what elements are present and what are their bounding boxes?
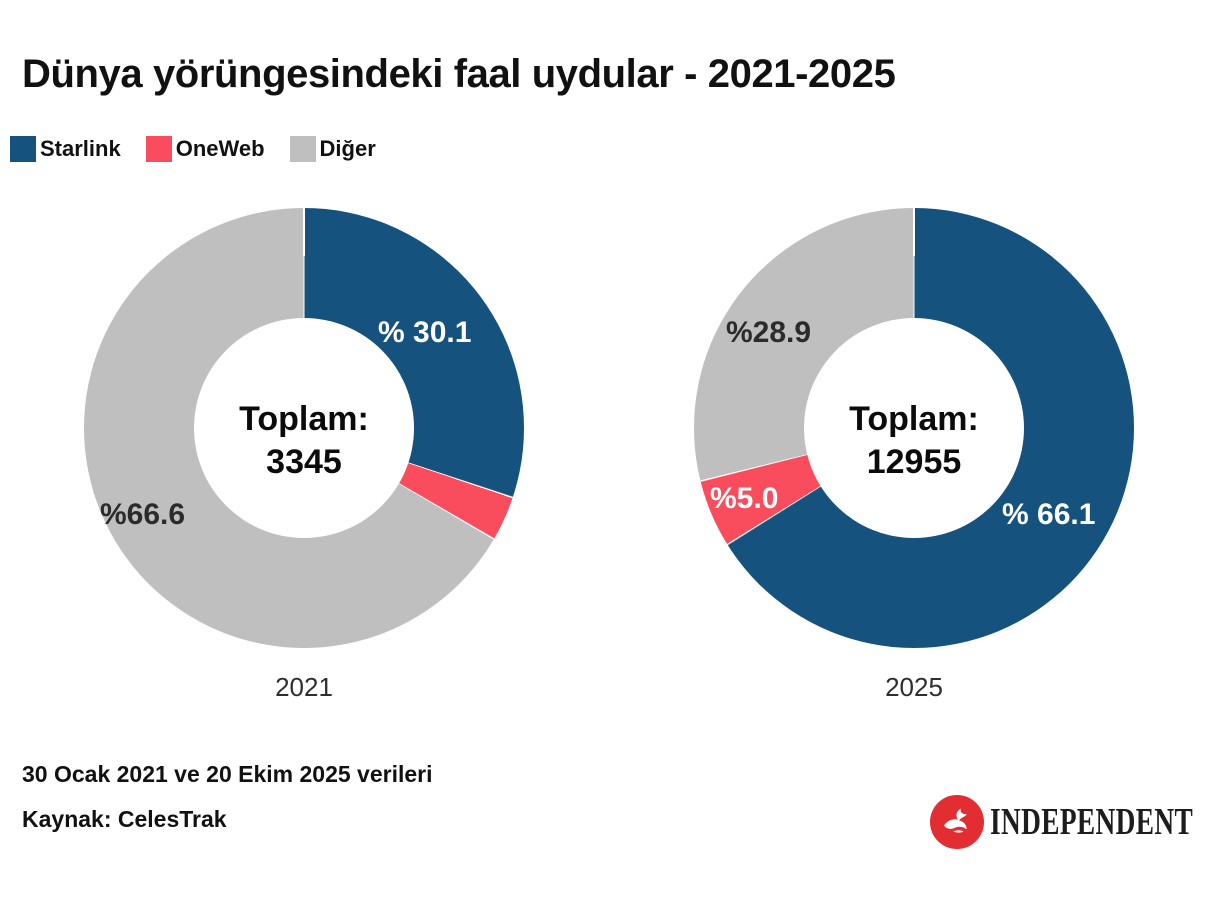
- oneweb-swatch-icon: [145, 136, 172, 162]
- donut-center-total-2025: Toplam: 12955: [694, 398, 1134, 484]
- donut-hole-2021: [194, 318, 414, 538]
- slice-label-starlink-2025: % 66.1: [1002, 498, 1096, 531]
- donut-chart-2021: Toplam: 3345 % 30.1 %66.6 2021: [84, 208, 524, 728]
- total-caption: Toplam:: [849, 400, 979, 438]
- legend-item-oneweb: OneWeb: [145, 136, 265, 162]
- total-value: 12955: [866, 442, 962, 481]
- legend-label: Starlink: [40, 136, 121, 161]
- donut-hole-2025: [804, 318, 1024, 538]
- total-caption: Toplam:: [239, 400, 369, 438]
- donut-chart-2025: Toplam: 12955 %28.9 %5.0 % 66.1 2025: [694, 208, 1134, 728]
- slice-label-diger-2025: %28.9: [726, 316, 812, 349]
- starlink-swatch-icon: [10, 136, 36, 162]
- footnote-source: Kaynak: CelesTrak: [22, 806, 227, 832]
- donut-center-total-2021: Toplam: 3345: [84, 398, 524, 484]
- slice-label-diger-2021: %66.6: [100, 498, 186, 531]
- slice-label-oneweb-2025: %5.0: [710, 482, 779, 515]
- year-label-2025: 2025: [885, 672, 943, 702]
- diger-swatch-icon: [289, 136, 316, 162]
- total-value: 3345: [266, 442, 342, 481]
- footnote-data-dates: 30 Ocak 2021 ve 20 Ekim 2025 verileri: [22, 761, 433, 787]
- independent-eagle-icon: [930, 795, 984, 849]
- legend-item-diger: Diğer: [289, 136, 376, 162]
- legend-item-starlink: Starlink: [10, 136, 121, 162]
- legend: Starlink OneWeb Diğer: [10, 136, 376, 162]
- independent-logo: INDEPENDENT: [930, 795, 1218, 849]
- year-label-2021: 2021: [275, 672, 333, 702]
- page-title: Dünya yörüngesindeki faal uydular - 2021…: [22, 52, 896, 96]
- slice-label-starlink-2021: % 30.1: [378, 316, 472, 349]
- independent-wordmark: INDEPENDENT: [990, 801, 1194, 843]
- legend-label: OneWeb: [175, 136, 265, 161]
- legend-label: Diğer: [319, 136, 376, 161]
